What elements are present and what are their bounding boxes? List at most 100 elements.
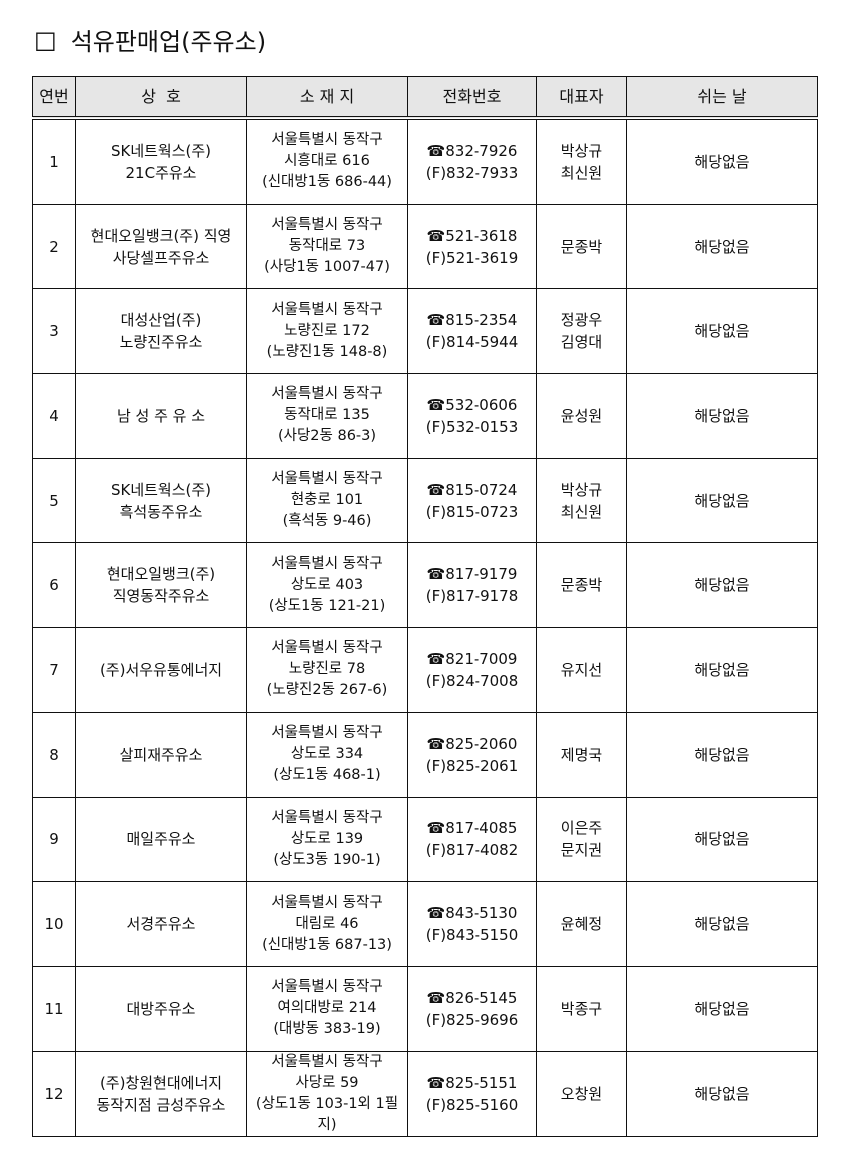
phone-number: ☎821-7009 xyxy=(426,649,518,668)
row-number: 11 xyxy=(32,965,76,1052)
station-name: 매일주유소 xyxy=(75,796,247,883)
day-off: 해당없음 xyxy=(626,457,818,544)
station-address: 서울특별시 동작구 상도로 334 (상도1동 468-1) xyxy=(246,711,408,798)
address-line: 대림로 46 xyxy=(295,915,359,932)
address-line: 서울특별시 동작구 xyxy=(271,894,383,911)
row-number: 3 xyxy=(32,288,76,375)
day-off: 해당없음 xyxy=(626,203,818,290)
phone-cell: ☎825-2060 (F)825-2061 xyxy=(407,711,537,798)
phone-cell: ☎817-9179 (F)817-9178 xyxy=(407,542,537,629)
address-line: 동작대로 73 xyxy=(288,238,366,255)
address-line: 서울특별시 동작구 xyxy=(271,386,383,403)
row-number: 9 xyxy=(32,796,76,883)
fax-number: (F)825-9696 xyxy=(425,1010,519,1029)
phone-cell: ☎821-7009 (F)824-7008 xyxy=(407,627,537,713)
address-line: (흑석동 9-46) xyxy=(282,513,372,530)
phone-cell: ☎815-2354 (F)814-5944 xyxy=(407,288,537,375)
name-line: 21C주유소 xyxy=(125,163,197,182)
address-line: (노량진2동 267-6) xyxy=(266,682,388,699)
address-line: (상도3동 190-1) xyxy=(273,851,381,868)
representative-name: 문종박 xyxy=(560,576,603,595)
station-name: 남 성 주 유 소 xyxy=(75,373,247,459)
name-line: SK네트웍스(주) xyxy=(110,141,212,160)
address-line: (상도1동 121-21) xyxy=(268,597,386,614)
fax-number: (F)824-7008 xyxy=(425,671,519,690)
representative: 박종구 xyxy=(536,965,627,1052)
station-address: 서울특별시 동작구 현충로 101 (흑석동 9-46) xyxy=(246,457,408,544)
address-line: 서울특별시 동작구 xyxy=(271,979,383,996)
name-line: 매일주유소 xyxy=(126,830,196,849)
day-off: 해당없음 xyxy=(626,288,818,375)
row-number: 7 xyxy=(32,627,76,713)
station-name: SK네트웍스(주) 흑석동주유소 xyxy=(75,457,247,544)
station-address: 서울특별시 동작구 사당로 59 (상도1동 103-1외 1필지) xyxy=(246,1050,408,1137)
phone-number: ☎815-2354 xyxy=(426,311,518,330)
phone-number: ☎825-5151 xyxy=(426,1073,518,1092)
row-number: 12 xyxy=(32,1050,76,1137)
row-number: 2 xyxy=(32,203,76,290)
address-line: 상도로 334 xyxy=(290,746,364,763)
phone-cell: ☎815-0724 (F)815-0723 xyxy=(407,457,537,544)
station-address: 서울특별시 동작구 동작대로 73 (사당1동 1007-47) xyxy=(246,203,408,290)
fax-number: (F)825-2061 xyxy=(425,756,519,775)
address-line: 서울특별시 동작구 xyxy=(271,640,383,657)
representative-name: 유지선 xyxy=(560,660,603,679)
table-row: 4 남 성 주 유 소 서울특별시 동작구 동작대로 135 (사당2동 86-3) ☎5… xyxy=(32,373,818,459)
address-line: 상도로 403 xyxy=(290,576,364,593)
address-line: 서울특별시 동작구 xyxy=(271,809,383,826)
address-line: 서울특별시 동작구 xyxy=(271,217,383,234)
phone-number: ☎521-3618 xyxy=(426,226,518,245)
gas-station-table: 연번 상 호 소 재 지 전화번호 대표자 쉬는 날 1 SK네트웍스(주) 21C… xyxy=(32,76,818,1137)
station-name: 대방주유소 xyxy=(75,965,247,1052)
phone-cell: ☎817-4085 (F)817-4082 xyxy=(407,796,537,883)
phone-number: ☎832-7926 xyxy=(426,141,518,160)
fax-number: (F)532-0153 xyxy=(425,417,519,436)
day-off: 해당없음 xyxy=(626,965,818,1052)
representative-name: 박종구 xyxy=(560,999,603,1018)
station-name: 현대오일뱅크(주) 직영 사당셀프주유소 xyxy=(75,203,247,290)
phone-cell: ☎521-3618 (F)521-3619 xyxy=(407,203,537,290)
address-line: 사당로 59 xyxy=(295,1074,359,1091)
row-number: 1 xyxy=(32,117,76,205)
day-off: 해당없음 xyxy=(626,117,818,205)
station-address: 서울특별시 동작구 상도로 139 (상도3동 190-1) xyxy=(246,796,408,883)
table-row: 10 서경주유소 서울특별시 동작구 대림로 46 (신대방1동 687-13) ☎843… xyxy=(32,881,818,967)
station-address: 서울특별시 동작구 노량진로 172 (노량진1동 148-8) xyxy=(246,288,408,375)
name-line: SK네트웍스(주) xyxy=(110,480,212,499)
header-phone: 전화번호 xyxy=(407,76,537,119)
representative: 윤성원 xyxy=(536,373,627,459)
table-row: 8 살피재주유소 서울특별시 동작구 상도로 334 (상도1동 468-1) ☎825-… xyxy=(32,711,818,798)
station-name: 서경주유소 xyxy=(75,881,247,967)
address-line: 동작대로 135 xyxy=(284,407,370,424)
address-line: (사당2동 86-3) xyxy=(277,428,377,445)
table-row: 1 SK네트웍스(주) 21C주유소 서울특별시 동작구 시흥대로 616 (신대방1동 … xyxy=(32,117,818,205)
fax-number: (F)825-5160 xyxy=(425,1095,519,1114)
address-line: 서울특별시 동작구 xyxy=(271,555,383,572)
representative-name: 문종박 xyxy=(560,237,603,256)
station-address: 서울특별시 동작구 여의대방로 214 (대방동 383-19) xyxy=(246,965,408,1052)
representative: 윤혜정 xyxy=(536,881,627,967)
header-name: 상 호 xyxy=(75,76,247,119)
phone-number: ☎843-5130 xyxy=(426,904,518,923)
name-line: 사당셀프주유소 xyxy=(112,248,210,267)
address-line: 서울특별시 동작구 xyxy=(271,725,383,742)
header-day-off: 쉬는 날 xyxy=(626,76,818,119)
table-row: 11 대방주유소 서울특별시 동작구 여의대방로 214 (대방동 383-19) ☎82… xyxy=(32,965,818,1052)
station-address: 서울특별시 동작구 대림로 46 (신대방1동 687-13) xyxy=(246,881,408,967)
representative-name: 최신원 xyxy=(560,163,603,182)
phone-cell: ☎832-7926 (F)832-7933 xyxy=(407,117,537,205)
name-line: 살피재주유소 xyxy=(119,745,203,764)
station-name: 현대오일뱅크(주) 직영동작주유소 xyxy=(75,542,247,629)
header-representative: 대표자 xyxy=(536,76,627,119)
fax-number: (F)521-3619 xyxy=(425,248,519,267)
fax-number: (F)843-5150 xyxy=(425,926,519,945)
station-name: (주)창원현대에너지 동작지점 금성주유소 xyxy=(75,1050,247,1137)
day-off: 해당없음 xyxy=(626,1050,818,1137)
row-number: 10 xyxy=(32,881,76,967)
fax-number: (F)817-9178 xyxy=(425,587,519,606)
row-number: 5 xyxy=(32,457,76,544)
address-line: 노량진로 78 xyxy=(288,661,366,678)
row-number: 4 xyxy=(32,373,76,459)
day-off: 해당없음 xyxy=(626,542,818,629)
